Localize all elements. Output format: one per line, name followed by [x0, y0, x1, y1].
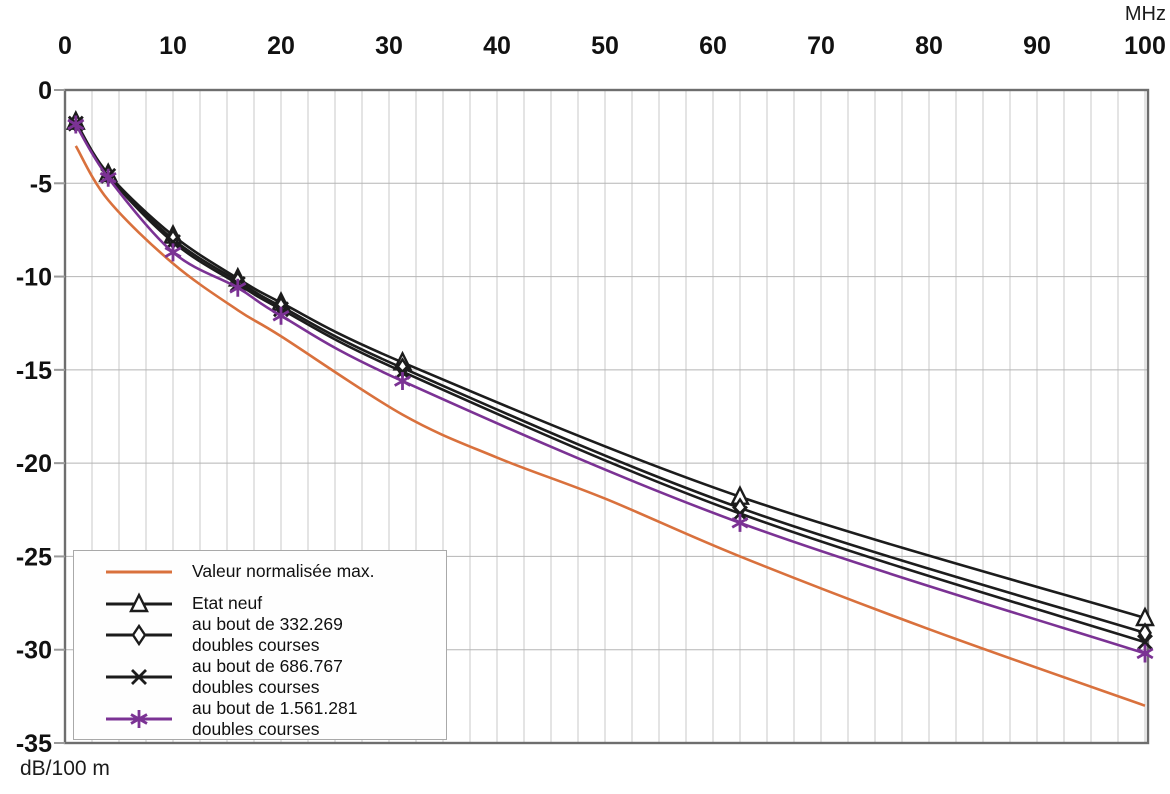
- series-line: [74, 121, 1146, 635]
- legend-label: au bout de 1.561.281 doubles courses: [192, 698, 358, 739]
- star-marker: [731, 513, 749, 532]
- plot-frame: [63, 88, 1150, 745]
- legend-label: Valeur normalisée max.: [192, 561, 375, 581]
- series-line: [74, 122, 1146, 644]
- x-tick-label: 10: [159, 32, 187, 60]
- x-tick-label: 20: [267, 32, 295, 60]
- legend-label: au bout de 332.269 doubles courses: [192, 614, 343, 655]
- y-tick-label: -35: [16, 730, 52, 758]
- x-marker: [1137, 634, 1153, 651]
- star-marker: [1136, 644, 1154, 663]
- triangle-marker-icon: [104, 591, 174, 616]
- series-line: [74, 145, 1146, 707]
- x-tick-label: 0: [58, 32, 72, 60]
- series-line: [74, 121, 1146, 620]
- y-tick-label: -5: [30, 170, 52, 198]
- legend-entry-686767: au bout de 686.767 doubles courses: [104, 656, 446, 698]
- star-marker: [67, 115, 85, 134]
- series-line: [74, 123, 1146, 655]
- x-tick-label: 30: [375, 32, 403, 60]
- y-tick-label: -25: [16, 543, 52, 571]
- y-tick-label: 0: [38, 77, 52, 105]
- x-axis-unit-label: MHz: [1124, 3, 1166, 25]
- x-marker: [732, 505, 748, 522]
- y-tick-label: -15: [16, 357, 52, 385]
- x-tick-label: 90: [1023, 32, 1051, 60]
- legend-entry-332269: au bout de 332.269 doubles courses: [104, 614, 446, 656]
- y-tick-label: -10: [16, 264, 52, 292]
- star-marker: [229, 278, 247, 297]
- x-tick-label: 70: [807, 32, 835, 60]
- x-tick-label: 60: [699, 32, 727, 60]
- star-marker: [394, 372, 411, 391]
- legend-entry-limit: Valeur normalisée max.: [104, 561, 446, 582]
- orange-line-icon: [104, 561, 174, 583]
- legend-entry-1561281: au bout de 1.561.281 doubles courses: [104, 698, 446, 740]
- legend-label: au bout de 686.767 doubles courses: [192, 656, 343, 697]
- legend-entry-etat-neuf: Etat neuf: [104, 591, 446, 616]
- star-marker: [99, 168, 117, 187]
- y-tick-label: -30: [16, 637, 52, 665]
- y-axis-unit-label: dB/100 m: [20, 757, 110, 780]
- x-tick-label: 100: [1124, 32, 1166, 60]
- diamond-marker-icon: [104, 622, 174, 648]
- x-marker-icon: [104, 664, 174, 690]
- star-marker: [272, 306, 290, 325]
- legend-label: Etat neuf: [192, 593, 263, 613]
- x-marker: [394, 363, 411, 380]
- x-tick-label: 80: [915, 32, 943, 60]
- star-marker: [164, 243, 182, 262]
- x-tick-label: 50: [591, 32, 619, 60]
- star-marker-icon: [104, 706, 174, 732]
- legend-box: Valeur normalisée max. Etat neuf au bout…: [73, 550, 447, 740]
- x-tick-label: 40: [483, 32, 511, 60]
- y-tick-label: -20: [16, 450, 52, 478]
